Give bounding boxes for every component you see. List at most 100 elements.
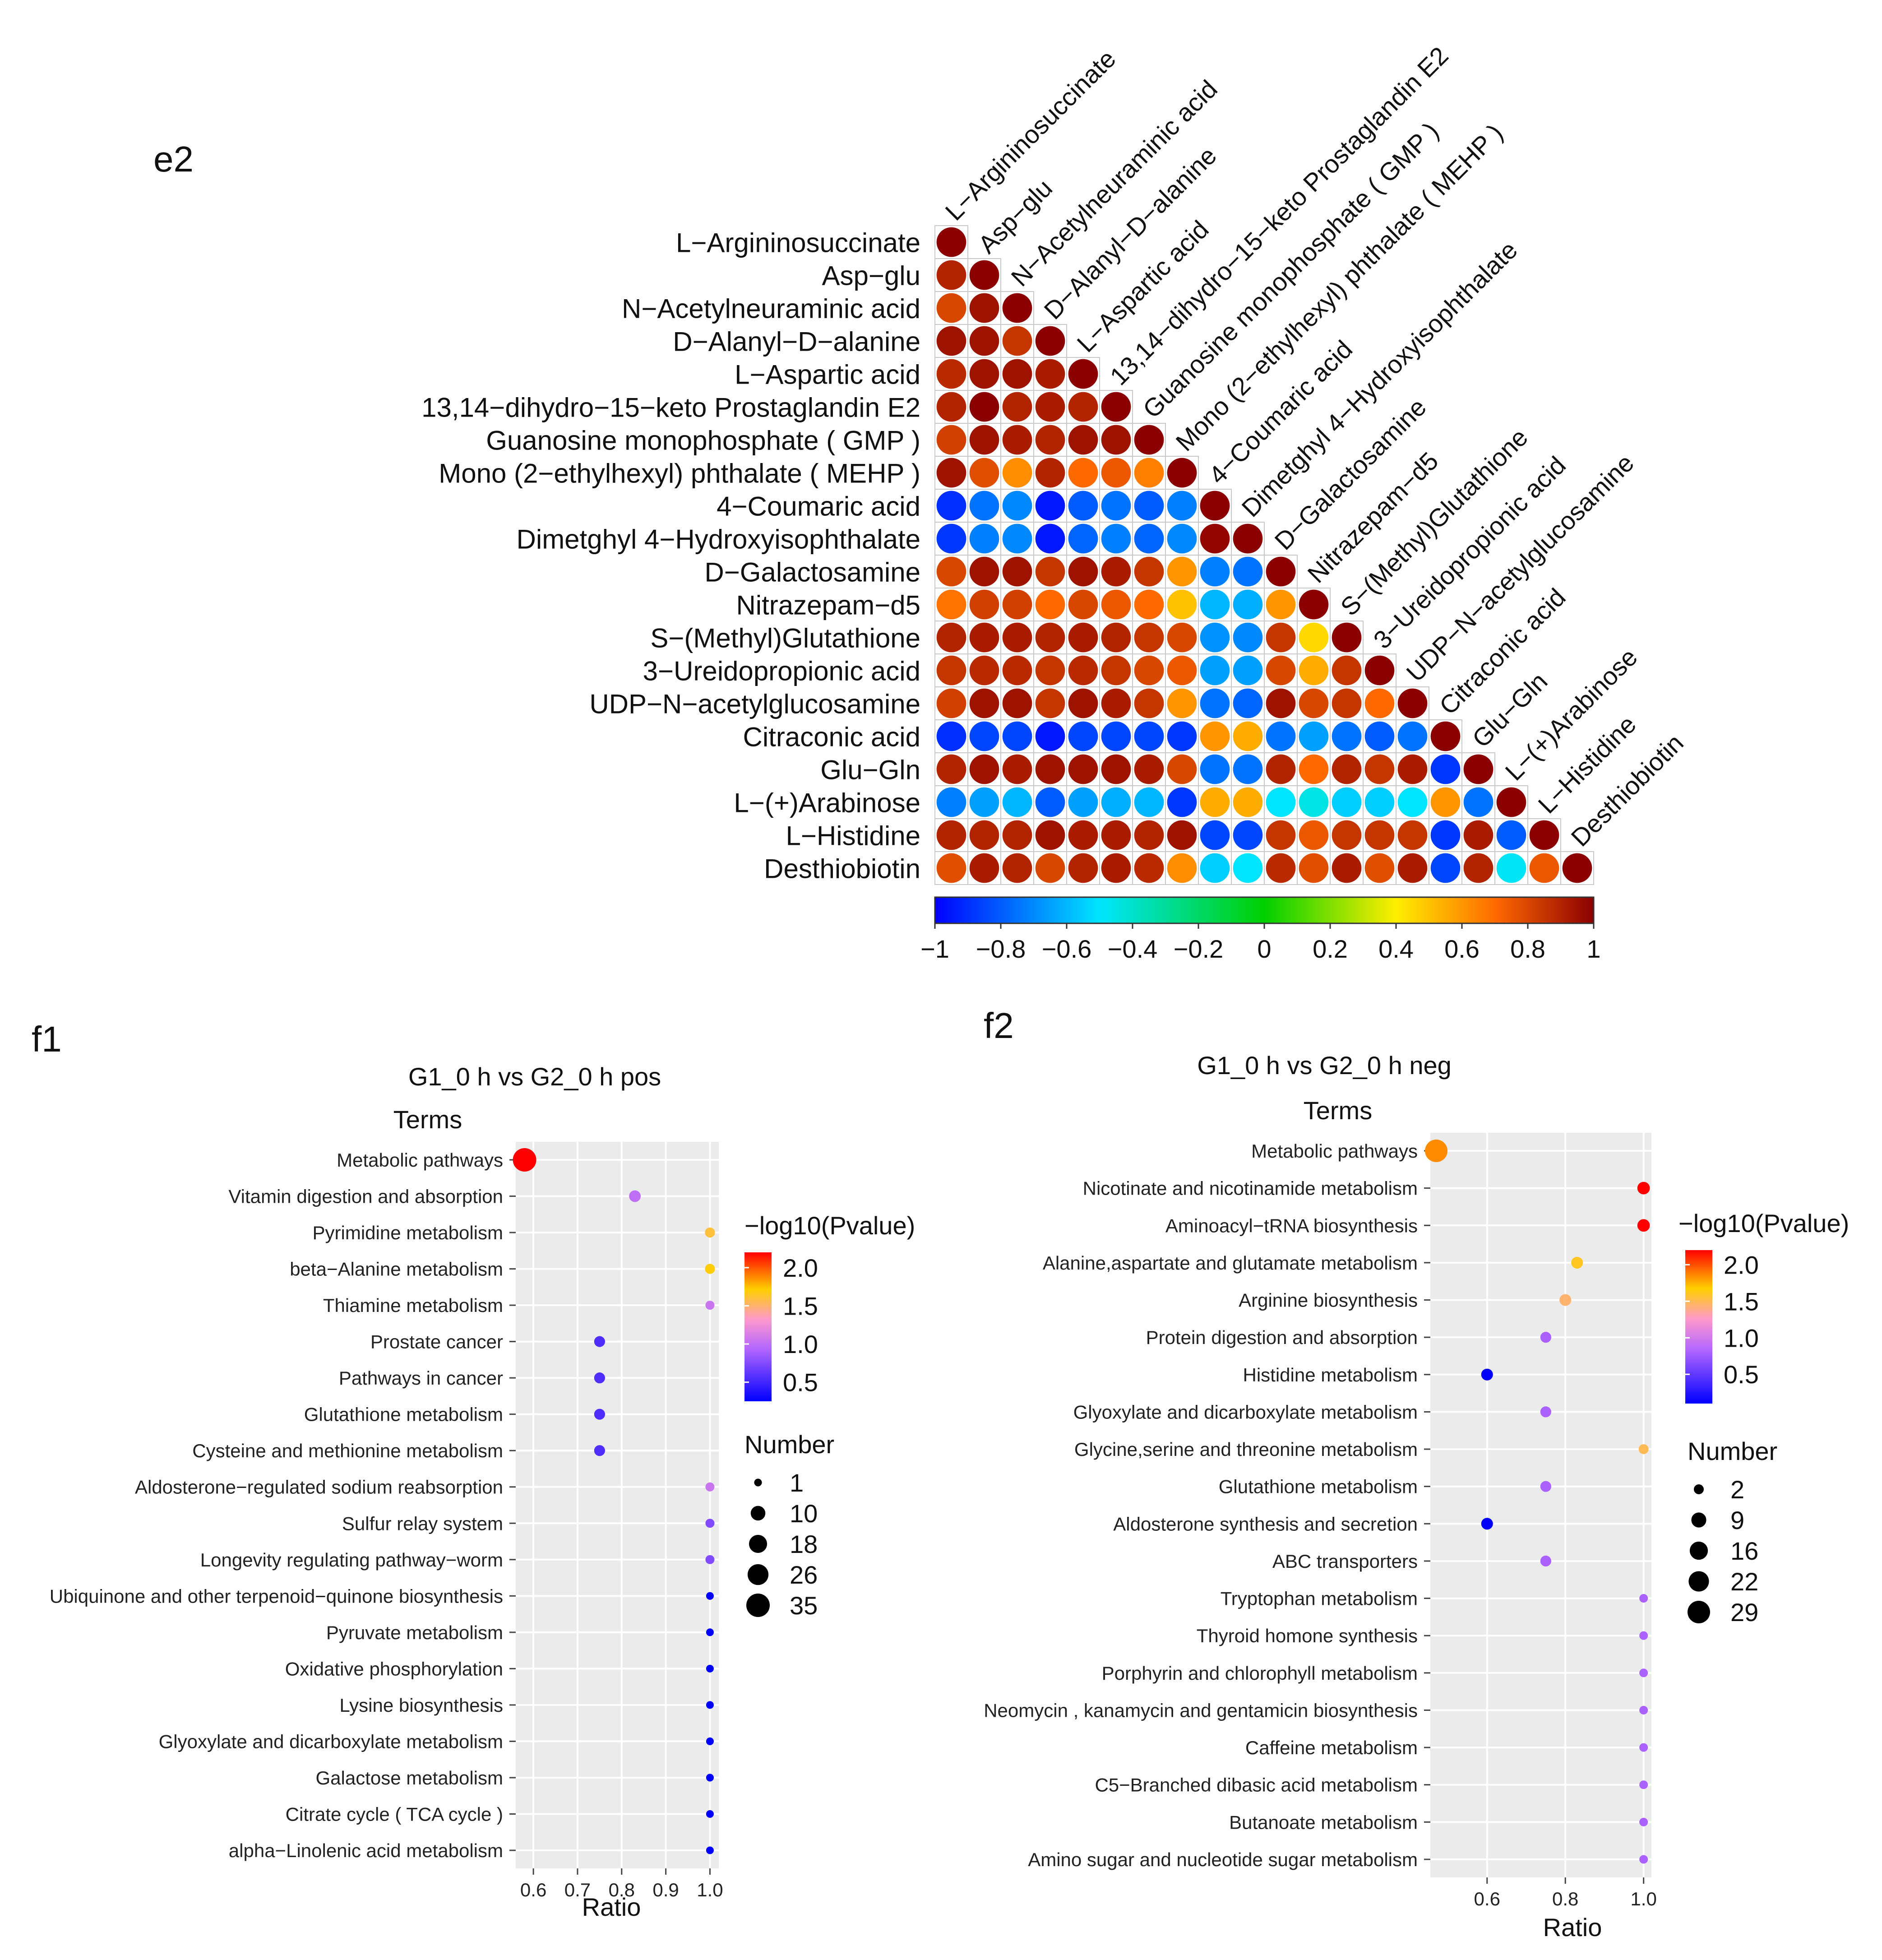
- gridlines-f1: [516, 1142, 719, 1868]
- correlation-dot: [1397, 787, 1428, 817]
- correlation-dot: [1463, 787, 1494, 817]
- size-legend-dot: [1694, 1484, 1704, 1494]
- size-legend-dot: [749, 1534, 768, 1553]
- correlation-dot: [1496, 820, 1526, 850]
- correlation-dot: [936, 721, 966, 751]
- term-point: [629, 1190, 641, 1202]
- colorbar-tick-label: 0.6: [1444, 935, 1480, 963]
- chart-title-f2: G1_0 h vs G2_0 h neg: [1197, 1051, 1452, 1080]
- x-axis-label-f2: Ratio: [1543, 1913, 1602, 1941]
- correlation-dot: [1068, 688, 1098, 718]
- correlation-dot: [1002, 392, 1032, 422]
- correlation-dot: [1035, 491, 1065, 521]
- correlation-dot: [1200, 556, 1230, 587]
- row-label: D−Alanyl−D−alanine: [673, 327, 920, 357]
- term-label: Porphyrin and chlorophyll metabolism: [1102, 1663, 1418, 1684]
- correlation-dot: [1035, 589, 1065, 620]
- correlation-dot: [1002, 491, 1032, 521]
- correlation-dot: [936, 392, 966, 422]
- correlation-dot: [1068, 721, 1098, 751]
- correlation-dot: [1134, 458, 1164, 488]
- row-labels: L−ArgininosuccinateAsp−gluN−Acetylneuram…: [421, 228, 920, 884]
- correlation-dot: [1134, 853, 1164, 883]
- term-label: Vitamin digestion and absorption: [228, 1186, 503, 1207]
- correlation-dot: [936, 622, 966, 653]
- correlation-dot: [1233, 589, 1263, 620]
- color-legend-label: 2.0: [1724, 1251, 1759, 1279]
- term-label: Thyroid homone synthesis: [1197, 1625, 1418, 1646]
- term-point: [706, 1628, 714, 1636]
- size-legend-dot: [1691, 1512, 1706, 1528]
- term-point: [1540, 1555, 1551, 1567]
- correlation-dot: [1068, 491, 1098, 521]
- row-label: Glu−Gln: [820, 755, 920, 785]
- chart-title-f1: G1_0 h vs G2_0 h pos: [408, 1062, 661, 1091]
- correlation-dot: [1233, 622, 1263, 653]
- size-legend-label: 2: [1730, 1475, 1744, 1504]
- correlation-dot: [1167, 787, 1197, 817]
- correlation-dot: [1101, 589, 1131, 620]
- correlation-dot: [1299, 622, 1329, 653]
- correlation-dot: [1233, 655, 1263, 686]
- correlation-dot: [936, 589, 966, 620]
- correlation-dot: [1101, 655, 1131, 686]
- correlation-dot: [1002, 820, 1032, 850]
- term-label: Glycine,serine and threonine metabolism: [1074, 1439, 1418, 1460]
- correlation-dot: [1430, 721, 1461, 751]
- term-point: [705, 1264, 715, 1274]
- term-point: [1540, 1406, 1551, 1418]
- correlation-dot: [1002, 853, 1032, 883]
- correlation-dot: [1035, 622, 1065, 653]
- color-legend-label: 1.5: [783, 1292, 818, 1320]
- size-legend-label: 16: [1730, 1537, 1758, 1565]
- correlation-dot: [936, 688, 966, 718]
- size-legend-label: 18: [790, 1530, 818, 1558]
- correlation-dot: [969, 425, 999, 455]
- term-point: [705, 1301, 715, 1310]
- correlation-dot: [1496, 787, 1526, 817]
- correlation-dot: [1167, 721, 1197, 751]
- correlation-dot: [969, 655, 999, 686]
- row-label: 4−Coumaric acid: [717, 491, 920, 522]
- correlation-dot: [1167, 556, 1197, 587]
- plot-area-f2: [1430, 1133, 1651, 1877]
- correlation-dot: [1299, 589, 1329, 620]
- colorbar-tick-label: −0.2: [1174, 935, 1224, 963]
- correlation-dot: [1068, 589, 1098, 620]
- term-label: Protein digestion and absorption: [1146, 1327, 1418, 1348]
- row-label: UDP−N−acetylglucosamine: [589, 689, 920, 719]
- term-point: [706, 1701, 714, 1709]
- correlation-dot: [969, 458, 999, 488]
- term-point: [594, 1445, 605, 1456]
- size-legend-dot: [1689, 1541, 1708, 1560]
- correlation-dot: [1035, 820, 1065, 850]
- x-tick-label: 0.9: [652, 1879, 679, 1900]
- correlation-dot: [1101, 688, 1131, 718]
- term-label: Glutathione metabolism: [1219, 1476, 1418, 1497]
- correlation-dot: [936, 524, 966, 554]
- correlation-dot: [1332, 853, 1362, 883]
- correlation-dot: [969, 556, 999, 587]
- term-point: [706, 1592, 714, 1600]
- term-label: Neomycin , kanamycin and gentamicin bios…: [984, 1700, 1418, 1721]
- term-label: Aldosterone−regulated sodium reabsorptio…: [135, 1477, 503, 1498]
- size-legend-label: 10: [790, 1499, 818, 1528]
- correlation-dot: [936, 260, 966, 290]
- correlation-dot: [1364, 787, 1395, 817]
- correlation-dot: [1002, 425, 1032, 455]
- correlation-dot: [1134, 589, 1164, 620]
- correlation-dot: [969, 622, 999, 653]
- correlation-dot: [1134, 820, 1164, 850]
- correlation-dot: [1463, 754, 1494, 784]
- size-legend-dot: [1688, 1571, 1709, 1592]
- correlation-dot: [936, 853, 966, 883]
- term-point: [1639, 1780, 1648, 1789]
- correlation-dot: [1397, 721, 1428, 751]
- correlation-dot: [969, 326, 999, 356]
- row-label: N−Acetylneuraminic acid: [622, 294, 920, 324]
- correlation-dot: [969, 491, 999, 521]
- correlation-dot: [1068, 556, 1098, 587]
- correlation-dot: [1266, 820, 1296, 850]
- correlation-dot: [1167, 853, 1197, 883]
- color-legend-label: 0.5: [1724, 1360, 1759, 1389]
